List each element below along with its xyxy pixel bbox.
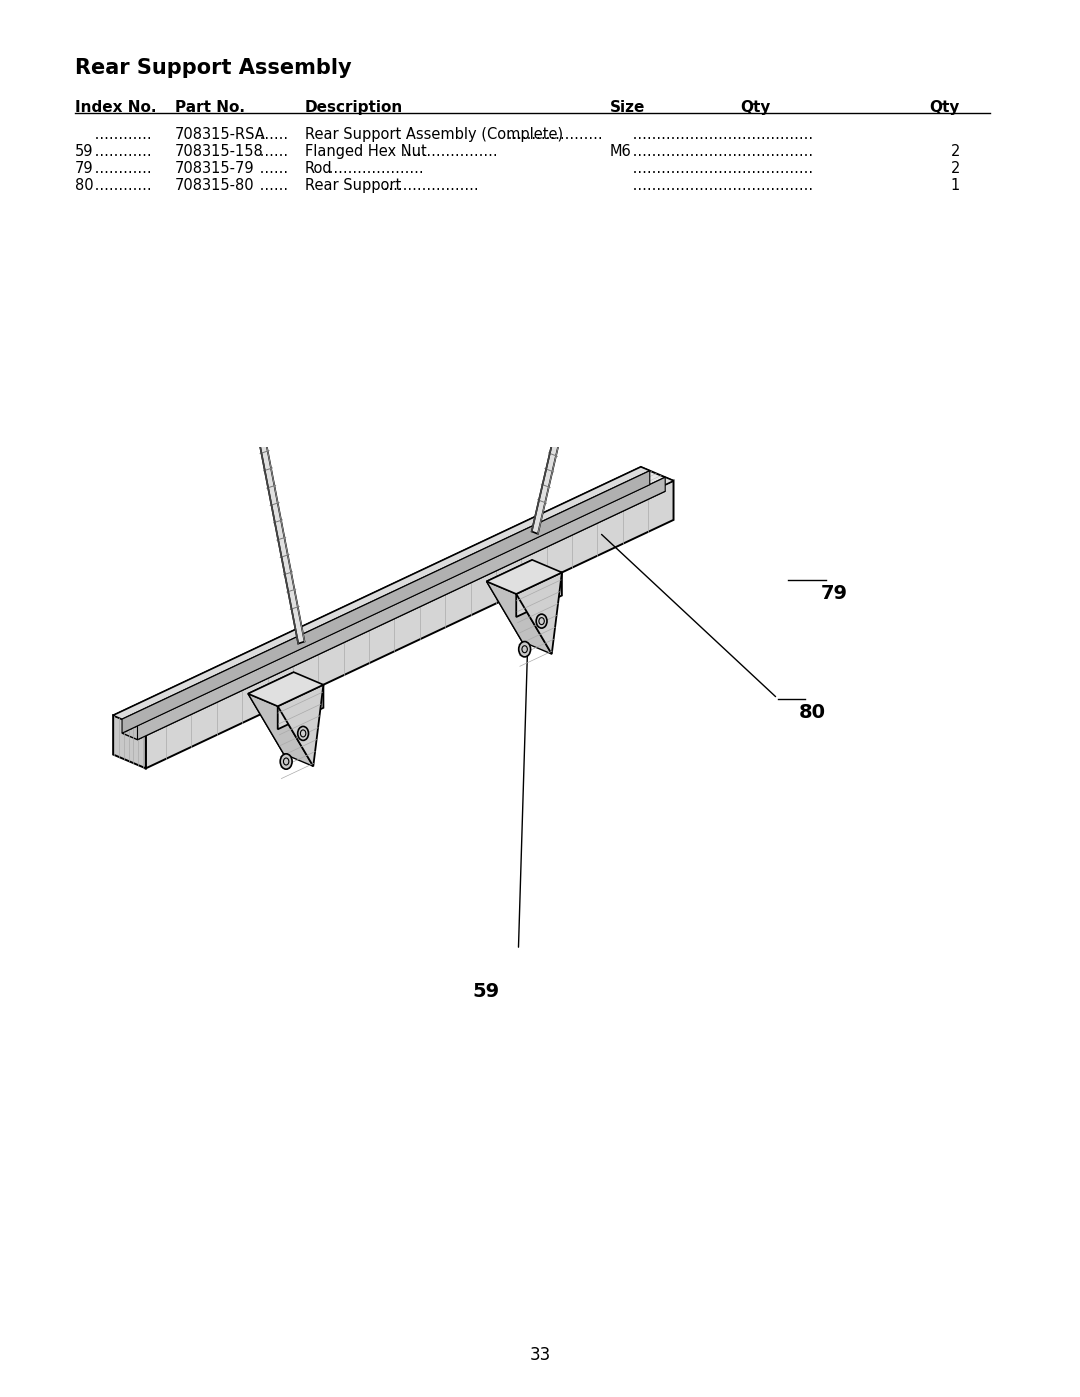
Polygon shape <box>137 478 665 739</box>
Text: ....................: .................... <box>379 177 480 193</box>
Text: Qty: Qty <box>740 101 770 115</box>
Text: Rod: Rod <box>305 161 333 176</box>
Text: 2: 2 <box>950 161 960 176</box>
Text: 79: 79 <box>821 584 848 604</box>
Text: Rear Support: Rear Support <box>305 177 402 193</box>
Text: Size: Size <box>610 101 646 115</box>
Polygon shape <box>248 694 313 767</box>
Polygon shape <box>113 467 674 729</box>
Polygon shape <box>122 471 650 733</box>
Text: ............: ............ <box>90 177 151 193</box>
Text: 59: 59 <box>75 144 94 159</box>
Text: ............: ............ <box>90 161 151 176</box>
Text: ......................................: ...................................... <box>627 144 813 159</box>
Text: ......: ...... <box>255 144 288 159</box>
Text: Rear Support Assembly (Complete): Rear Support Assembly (Complete) <box>305 127 563 142</box>
Polygon shape <box>137 478 674 729</box>
Text: ......: ...... <box>255 161 288 176</box>
Circle shape <box>280 754 292 770</box>
Text: ......................................: ...................................... <box>627 177 813 193</box>
Text: ......................................: ...................................... <box>627 127 813 142</box>
Text: ............: ............ <box>90 144 151 159</box>
Text: 2: 2 <box>950 144 960 159</box>
Text: 59: 59 <box>472 982 500 1002</box>
Polygon shape <box>486 560 532 641</box>
Circle shape <box>536 615 546 629</box>
Circle shape <box>518 641 530 657</box>
Text: 708315-79: 708315-79 <box>175 161 255 176</box>
Text: 1: 1 <box>950 177 960 193</box>
Polygon shape <box>516 573 562 617</box>
Polygon shape <box>113 715 146 768</box>
Text: ....................: .................... <box>503 127 603 142</box>
Polygon shape <box>113 467 650 719</box>
Text: Flanged Hex Nut: Flanged Hex Nut <box>305 144 427 159</box>
Polygon shape <box>516 573 562 654</box>
Text: 33: 33 <box>529 1345 551 1363</box>
Text: 80: 80 <box>75 177 94 193</box>
Polygon shape <box>238 330 305 644</box>
Text: ....................: .................... <box>324 161 423 176</box>
Text: Qty: Qty <box>930 101 960 115</box>
Text: Index No.: Index No. <box>75 101 157 115</box>
Text: ............: ............ <box>90 127 151 142</box>
Polygon shape <box>248 672 294 754</box>
Polygon shape <box>597 236 604 253</box>
Text: 80: 80 <box>799 703 826 722</box>
Polygon shape <box>278 685 323 729</box>
Text: 708315-RSA: 708315-RSA <box>175 127 266 142</box>
Text: ......: ...... <box>255 127 288 142</box>
Polygon shape <box>486 581 552 654</box>
Text: ......: ...... <box>255 177 288 193</box>
Text: ....................: .................... <box>399 144 498 159</box>
Text: 708315-80: 708315-80 <box>175 177 255 193</box>
Text: Description: Description <box>305 101 403 115</box>
Text: Part No.: Part No. <box>175 101 245 115</box>
Polygon shape <box>248 672 323 707</box>
Text: M6: M6 <box>610 144 632 159</box>
Text: 708315-158: 708315-158 <box>175 144 264 159</box>
Polygon shape <box>531 250 603 534</box>
Text: 79: 79 <box>75 161 94 176</box>
Polygon shape <box>238 314 244 331</box>
Text: ......................................: ...................................... <box>627 161 813 176</box>
Circle shape <box>298 726 309 740</box>
Polygon shape <box>122 485 665 739</box>
Polygon shape <box>146 481 674 768</box>
Polygon shape <box>278 685 323 767</box>
Text: Rear Support Assembly: Rear Support Assembly <box>75 59 352 78</box>
Polygon shape <box>486 560 562 594</box>
